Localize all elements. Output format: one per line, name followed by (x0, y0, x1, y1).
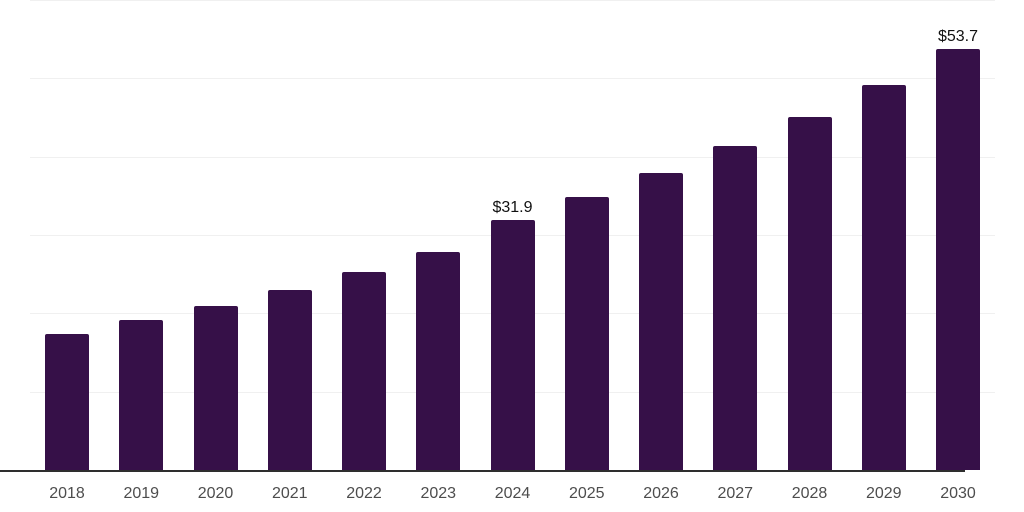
x-tick-label-2030: 2030 (940, 485, 976, 502)
x-tick-label-2026: 2026 (643, 485, 679, 502)
bar-2028 (787, 116, 832, 470)
bar-2026 (639, 173, 683, 470)
bar-2022 (342, 271, 386, 470)
bar-2025 (564, 197, 609, 470)
x-axis-line (0, 470, 965, 472)
x-tick-label-2019: 2019 (123, 485, 160, 502)
x-tick-label-2027: 2027 (717, 485, 754, 502)
bar-2018 (45, 333, 89, 470)
x-tick-label-2024: 2024 (494, 485, 531, 502)
x-tick-label-2022: 2022 (346, 485, 382, 502)
bar-2023 (416, 252, 461, 470)
gridline (30, 156, 995, 158)
x-tick-label-2020: 2020 (197, 485, 234, 502)
plot-area: 2018 2019 2020 2021 2022 2023 $31.9 2024 2025 202… (30, 0, 995, 502)
bar-2021 (267, 289, 312, 470)
bar-2020 (193, 305, 238, 470)
x-tick-label-2018: 2018 (49, 485, 85, 502)
x-tick-label-2023: 2023 (420, 485, 457, 502)
bar-2019 (119, 320, 164, 470)
x-tick-label-2025: 2025 (568, 485, 605, 502)
gridline (30, 78, 995, 80)
x-tick-label-2029: 2029 (865, 485, 902, 502)
data-label-2024: $31.9 (492, 199, 533, 217)
x-tick-label-2028: 2028 (791, 485, 828, 502)
data-label-2030: $53.7 (937, 28, 979, 46)
bar-2029 (861, 84, 906, 470)
x-tick-label-2021: 2021 (271, 485, 308, 502)
bar-2027 (713, 145, 758, 470)
bar-2024 (490, 220, 535, 470)
bar-2030 (936, 49, 980, 470)
gridline (30, 0, 995, 1)
